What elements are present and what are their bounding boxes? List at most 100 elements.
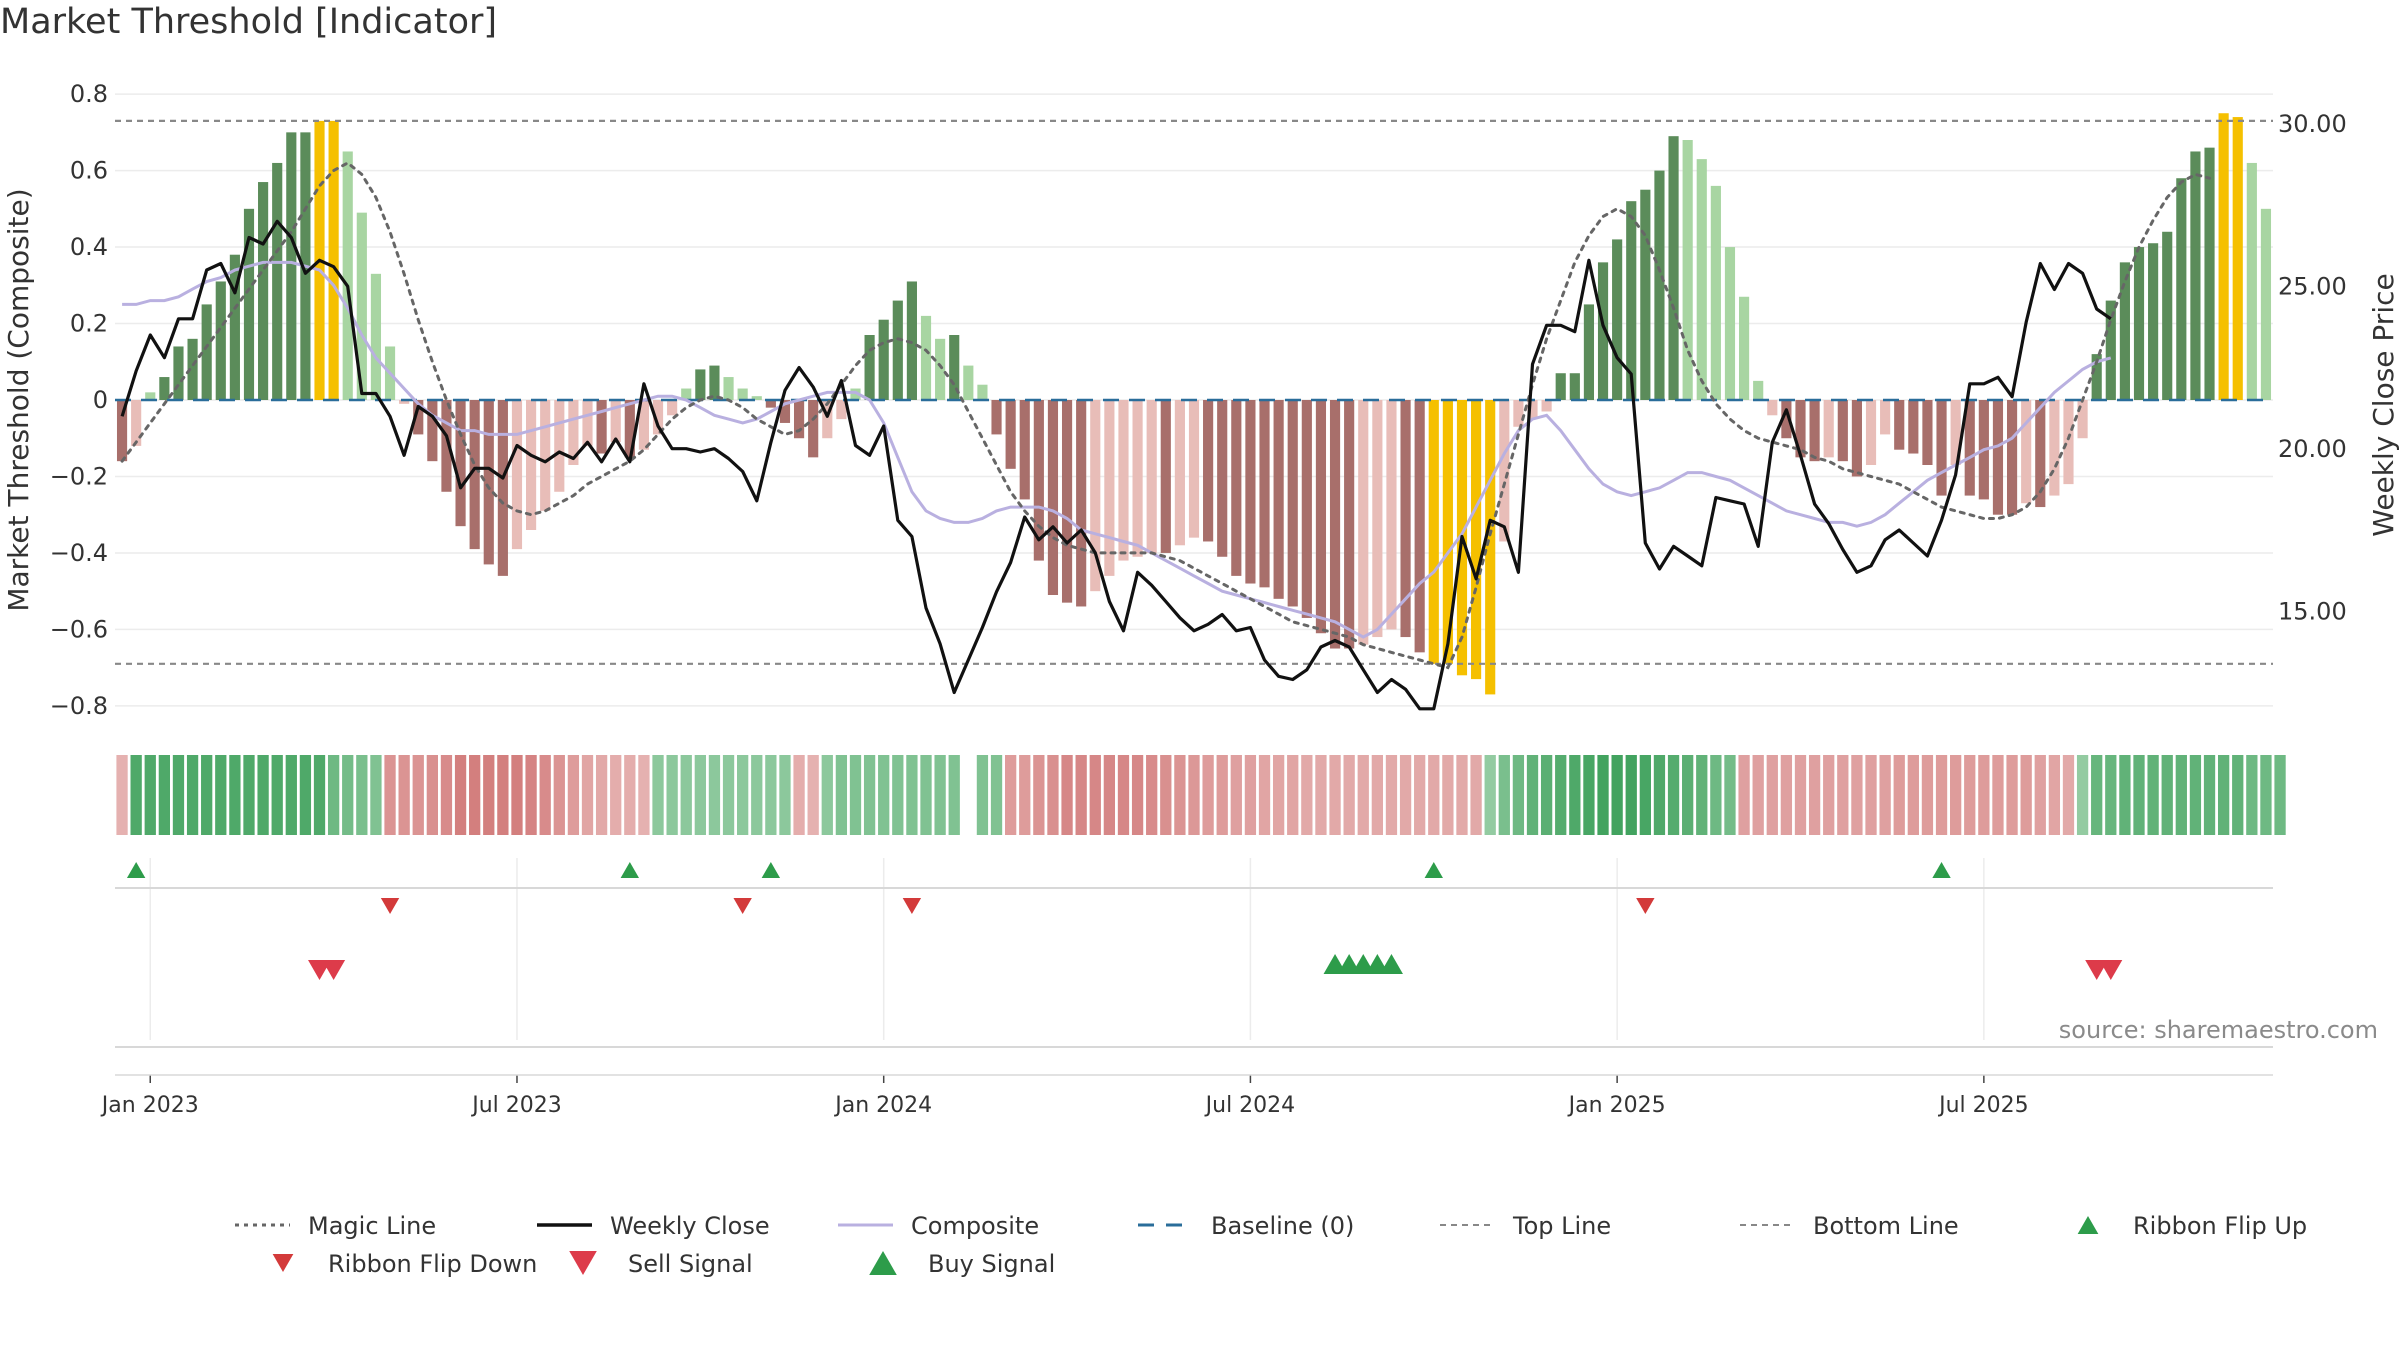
- composite-bar-114: [1724, 247, 1736, 400]
- composite-bar-139: [2077, 400, 2088, 439]
- legend-swatch-sell: [569, 1251, 597, 1275]
- composite-bar-24: [455, 400, 466, 527]
- composite-bar-72: [1132, 400, 1143, 557]
- composite-bar-6: [201, 304, 212, 400]
- ribbon-cell-13: [299, 755, 312, 835]
- composite-bar-58: [935, 338, 946, 400]
- composite-bar-151: [2246, 162, 2257, 400]
- ribbon-cell-48: [793, 755, 805, 835]
- composite-bar-118: [1781, 400, 1792, 439]
- ribbon-cell-74: [1160, 755, 1172, 835]
- ribbon-cell-2: [144, 755, 156, 835]
- ribbon-cell-144: [2147, 755, 2159, 835]
- ribbon-cell-90: [1385, 755, 1398, 835]
- ribbon-cell-108: [1639, 755, 1651, 835]
- ribbon-cell-96: [1470, 755, 1482, 835]
- composite-bar-108: [1640, 189, 1651, 400]
- composite-bar-66: [1047, 400, 1059, 595]
- ribbon-cell-75: [1174, 755, 1186, 835]
- y-left-tick-label: −0.8: [50, 692, 108, 720]
- ribbon-cell-130: [1950, 755, 1962, 835]
- composite-bar-133: [1992, 400, 2004, 515]
- ribbon-cell-109: [1653, 755, 1666, 835]
- ribbon-cell-119: [1794, 755, 1807, 835]
- ribbon-cell-103: [1569, 755, 1581, 835]
- ribbon-cell-31: [553, 755, 565, 835]
- composite-bar-86: [1329, 400, 1341, 649]
- composite-bar-17: [356, 212, 367, 400]
- composite-bar-65: [1033, 400, 1044, 561]
- composite-bar-138: [2063, 400, 2074, 485]
- composite-bar-29: [526, 400, 537, 530]
- ribbon-cell-121: [1823, 755, 1835, 835]
- y-right-tick-label: 15.00: [2278, 597, 2347, 625]
- composite-bar-128: [1922, 400, 1933, 465]
- composite-bar-22: [427, 400, 438, 462]
- ribbon-cell-1: [130, 755, 142, 835]
- ribbon-flip-up-marker: [620, 862, 640, 878]
- ribbon-cell-47: [779, 755, 791, 835]
- ribbon-cell-138: [2062, 755, 2075, 835]
- legend-label-top: Top Line: [1512, 1212, 1611, 1240]
- ribbon-cell-129: [1935, 755, 1948, 835]
- ribbon-cell-143: [2133, 755, 2145, 835]
- composite-bar-115: [1739, 296, 1750, 400]
- ribbon-cell-136: [2034, 755, 2046, 835]
- composite-bar-136: [2035, 400, 2046, 508]
- composite-bar-146: [2176, 178, 2187, 400]
- composite-bar-32: [568, 400, 579, 465]
- ribbon-cell-150: [2232, 755, 2244, 835]
- ribbon-cell-122: [1837, 755, 1849, 835]
- ribbon-cell-148: [2203, 755, 2216, 835]
- y-left-tick-label: 0.8: [70, 80, 108, 108]
- y-right-tick-label: 20.00: [2278, 435, 2347, 463]
- composite-bar-70: [1104, 400, 1115, 576]
- composite-bar-103: [1569, 373, 1580, 400]
- ribbon-cell-59: [948, 755, 960, 835]
- composite-bar-143: [2133, 247, 2145, 400]
- composite-bar-55: [892, 300, 903, 400]
- ribbon-cell-115: [1738, 755, 1750, 835]
- ribbon-cell-111: [1682, 755, 1694, 835]
- ribbon-cell-8: [229, 755, 241, 835]
- ribbon-cell-116: [1752, 755, 1764, 835]
- composite-bar-67: [1061, 400, 1073, 603]
- ribbon-cell-32: [567, 755, 580, 835]
- composite-bar-96: [1471, 400, 1482, 680]
- ribbon-cell-53: [863, 755, 876, 835]
- composite-bar-147: [2190, 151, 2201, 400]
- composite-bar-62: [991, 400, 1002, 435]
- composite-bar-36: [624, 400, 635, 458]
- legend-label-buy: Buy Signal: [928, 1250, 1055, 1278]
- composite-bar-149: [2218, 113, 2229, 400]
- composite-bar-150: [2232, 117, 2243, 400]
- ribbon-cell-141: [2105, 755, 2117, 835]
- sell-signal-marker: [2099, 960, 2123, 980]
- ribbon-cell-117: [1766, 755, 1778, 835]
- composite-bar-54: [878, 319, 889, 400]
- signal-rows: [115, 862, 2273, 1076]
- ribbon-cell-10: [257, 755, 269, 835]
- legend-label-bottom: Bottom Line: [1813, 1212, 1959, 1240]
- legend: Magic Line Weekly Close Composite Baseline …: [235, 1212, 2307, 1278]
- ribbon-cell-50: [821, 755, 833, 835]
- ribbon-cell-93: [1428, 755, 1440, 835]
- composite-bar-137: [2049, 400, 2060, 496]
- y-right-tick-label: 30.00: [2278, 110, 2347, 138]
- ribbon-flip-up-marker: [761, 862, 781, 878]
- composite-bar-104: [1583, 304, 1595, 400]
- composite-bar-91: [1400, 400, 1411, 638]
- composite-bar-34: [596, 400, 607, 454]
- composite-bar-112: [1696, 159, 1707, 400]
- ribbon-cell-71: [1117, 755, 1130, 835]
- ribbon-cell-19: [384, 755, 396, 835]
- composite-bar-49: [808, 400, 819, 458]
- composite-bar-69: [1090, 400, 1101, 592]
- chart-title: Market Threshold [Indicator]: [0, 2, 498, 42]
- ribbon-cell-140: [2091, 755, 2103, 835]
- x-tick-label: Jan 2025: [1567, 1093, 1666, 1118]
- series-lines: [115, 119, 2273, 711]
- composite-bar-105: [1597, 262, 1609, 400]
- ribbon-cell-118: [1780, 755, 1793, 835]
- composite-bar-119: [1795, 400, 1806, 458]
